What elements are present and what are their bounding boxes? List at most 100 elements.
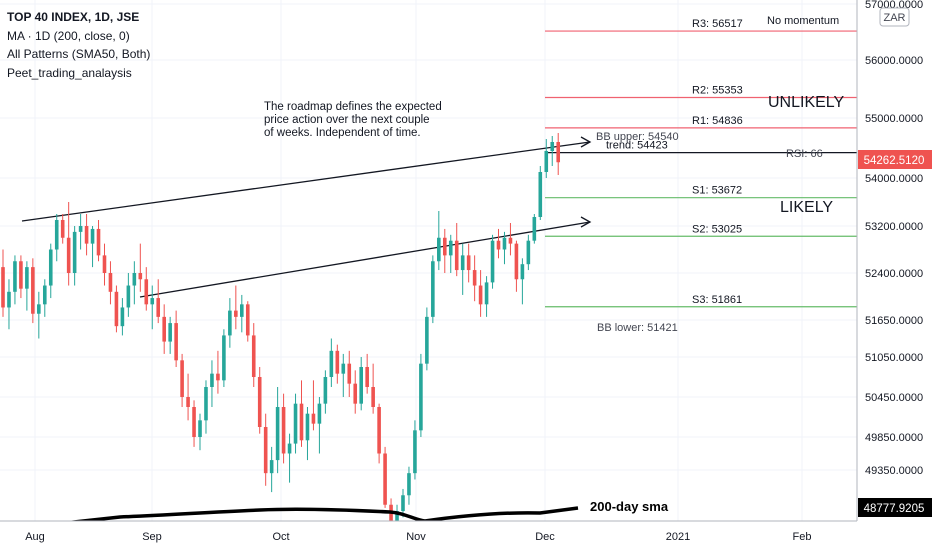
candle[interactable] (156, 279, 161, 324)
candle[interactable] (341, 353, 346, 397)
candle[interactable] (78, 214, 83, 250)
candle[interactable] (419, 353, 423, 437)
candle[interactable] (401, 488, 405, 518)
candle[interactable] (526, 234, 531, 271)
candle[interactable] (371, 363, 375, 414)
candle[interactable] (180, 353, 184, 407)
candle[interactable] (120, 298, 125, 336)
candle[interactable] (508, 223, 513, 256)
candle[interactable] (532, 214, 537, 244)
candle[interactable] (174, 310, 178, 367)
candle[interactable] (19, 255, 23, 299)
candle[interactable] (240, 294, 244, 333)
candle[interactable] (550, 136, 555, 166)
candle[interactable] (305, 407, 310, 461)
candle[interactable] (269, 446, 274, 493)
candle[interactable] (317, 397, 322, 454)
candle[interactable] (472, 255, 477, 302)
candle[interactable] (335, 344, 340, 384)
candle[interactable] (144, 267, 149, 311)
candle[interactable] (281, 393, 286, 464)
candle[interactable] (377, 403, 381, 464)
candle[interactable] (520, 258, 525, 305)
candle[interactable] (48, 243, 53, 299)
candle[interactable] (60, 214, 65, 244)
candle[interactable] (150, 285, 155, 330)
candle[interactable] (192, 400, 196, 447)
candle[interactable] (168, 316, 172, 354)
candle[interactable] (311, 380, 316, 431)
candle[interactable] (13, 255, 17, 305)
script-indicator-label[interactable]: Peet_trading_analaysis (7, 65, 132, 80)
candle[interactable] (466, 243, 471, 283)
candle[interactable] (37, 291, 41, 339)
candle[interactable] (442, 228, 447, 273)
candle[interactable] (413, 420, 417, 480)
candle[interactable] (114, 285, 119, 333)
candle[interactable] (454, 223, 459, 277)
ma-indicator-label[interactable]: MA · 1D (200, close, 0) (7, 28, 130, 43)
candle[interactable] (138, 243, 143, 292)
candle[interactable] (7, 279, 11, 330)
candle[interactable] (299, 380, 304, 447)
candle[interactable] (210, 360, 214, 407)
candle[interactable] (216, 350, 220, 394)
candle[interactable] (204, 380, 208, 434)
candle[interactable] (54, 214, 59, 262)
candle[interactable] (347, 350, 352, 397)
candle[interactable] (251, 323, 256, 387)
candle[interactable] (538, 166, 543, 220)
candle[interactable] (329, 338, 334, 388)
currency-badge[interactable]: ZAR (879, 7, 910, 27)
candle[interactable] (72, 226, 77, 286)
candle[interactable] (359, 357, 363, 411)
candle[interactable] (228, 298, 232, 348)
candle[interactable] (448, 234, 453, 273)
candle[interactable] (431, 255, 435, 324)
candle[interactable] (544, 139, 549, 178)
patterns-indicator-label[interactable]: All Patterns (SMA50, Both) (7, 47, 151, 61)
upper-trend-line[interactable] (21, 141, 591, 222)
candle[interactable] (108, 261, 113, 305)
candle[interactable] (222, 329, 226, 387)
candle[interactable] (90, 226, 95, 268)
candle[interactable] (484, 276, 489, 317)
candle[interactable] (425, 307, 429, 371)
candle[interactable] (234, 285, 238, 330)
candle[interactable] (460, 243, 465, 295)
candle[interactable] (42, 279, 47, 317)
candle[interactable] (353, 370, 358, 414)
candle[interactable] (126, 273, 131, 317)
candle[interactable] (275, 387, 280, 474)
candle[interactable] (132, 261, 137, 305)
candle[interactable] (478, 270, 483, 317)
candle[interactable] (365, 353, 369, 394)
candle[interactable] (186, 373, 190, 421)
time-axis[interactable]: Aug Sep Oct Nov Dec 2021 Feb (25, 531, 811, 543)
candle[interactable] (96, 220, 101, 262)
candle[interactable] (514, 240, 519, 292)
candle[interactable] (323, 370, 328, 414)
lower-trend-line[interactable] (139, 221, 591, 298)
candle[interactable] (263, 413, 268, 486)
candle[interactable] (257, 367, 262, 434)
candle[interactable] (1, 249, 5, 317)
candle[interactable] (407, 466, 411, 505)
candle[interactable] (25, 261, 29, 311)
candle[interactable] (496, 228, 501, 259)
candle[interactable] (84, 214, 89, 256)
candle[interactable] (556, 133, 561, 175)
candle[interactable] (437, 211, 441, 271)
candle[interactable] (102, 243, 107, 286)
candle[interactable] (245, 301, 250, 342)
candle[interactable] (31, 258, 35, 324)
candle[interactable] (198, 413, 202, 451)
candle[interactable] (162, 304, 166, 354)
candle[interactable] (293, 393, 298, 454)
symbol-title[interactable]: TOP 40 INDEX, 1D, JSE (7, 10, 140, 24)
candle[interactable] (383, 446, 387, 508)
candle[interactable] (490, 234, 495, 289)
candle[interactable] (502, 231, 507, 265)
candle[interactable] (66, 202, 71, 286)
